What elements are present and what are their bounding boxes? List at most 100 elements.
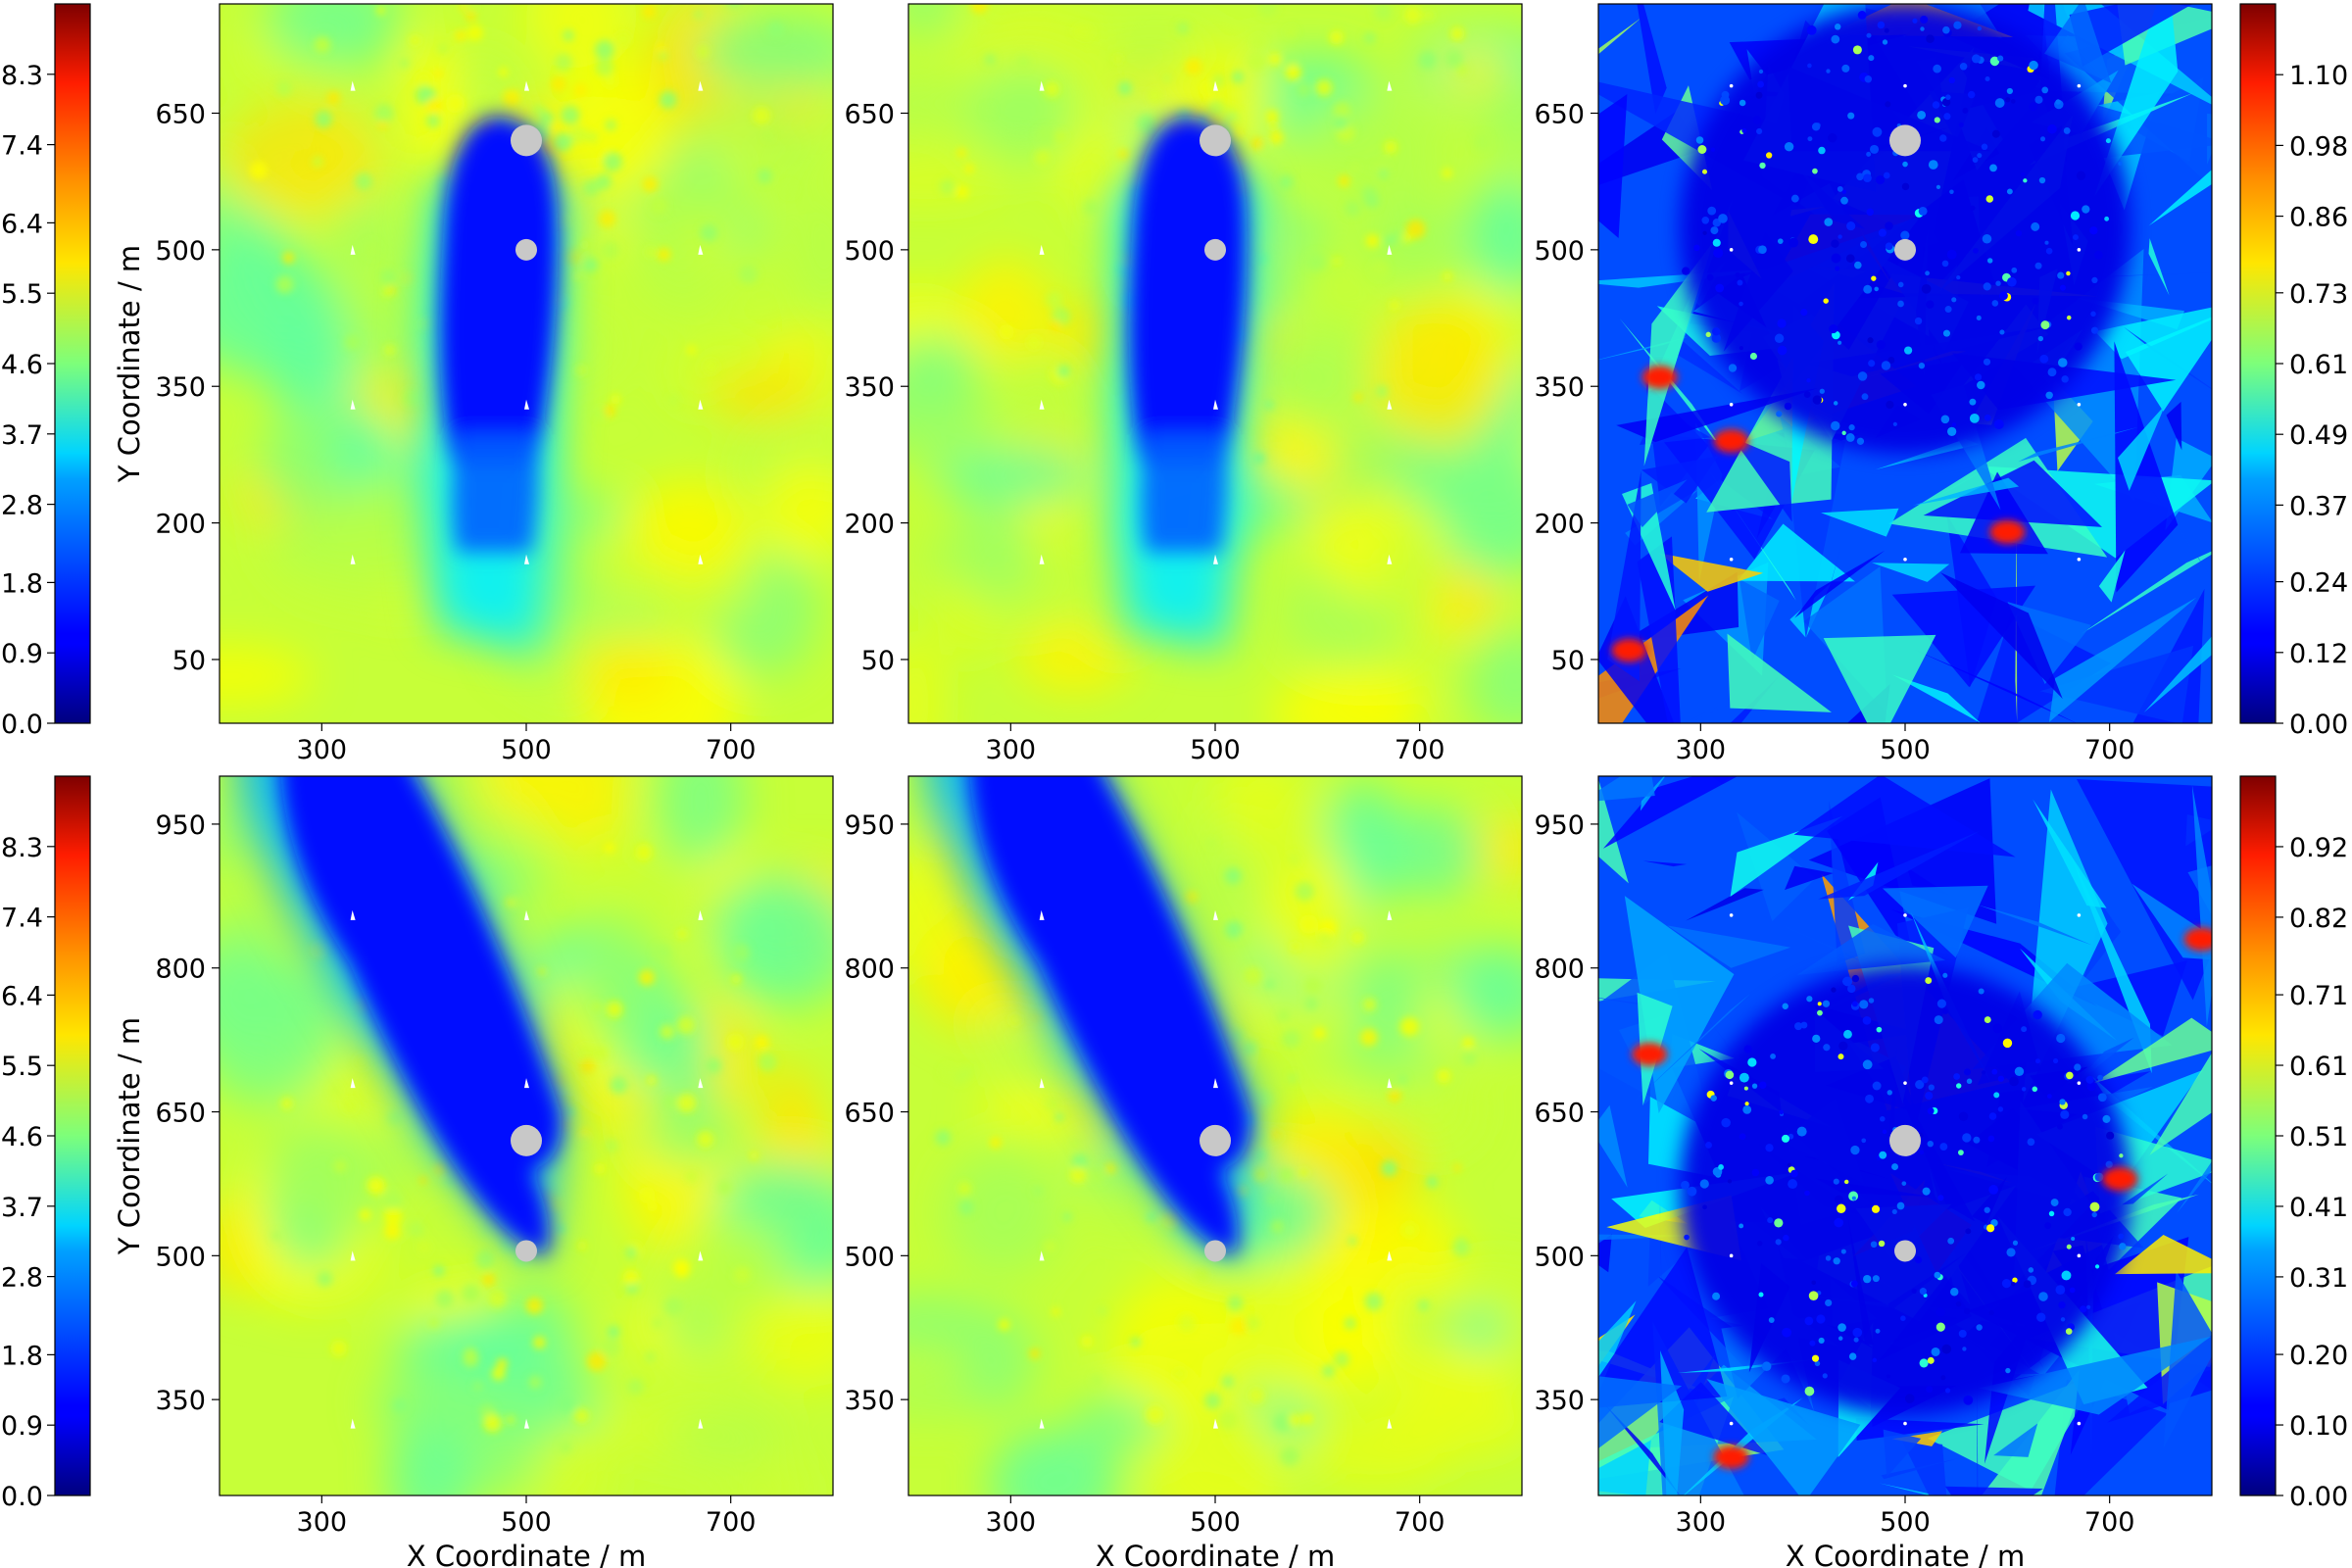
field-patch	[964, 63, 1080, 163]
error-speck	[1808, 234, 1819, 245]
field-speck	[576, 1045, 595, 1063]
field-speck	[591, 1002, 603, 1012]
field-patch	[1269, 669, 1429, 723]
field-speck	[1348, 1237, 1357, 1246]
field-speck	[1027, 335, 1041, 350]
error-hotspot	[1642, 365, 1678, 389]
error-triangle	[2083, 906, 2122, 980]
field-speck	[659, 51, 667, 61]
field-speck	[354, 1054, 370, 1070]
field-speck	[1278, 1167, 1294, 1183]
error-speck	[1848, 424, 1855, 431]
error-speck	[1857, 371, 1868, 381]
error-speck	[1914, 317, 1923, 325]
error-speck	[2065, 1328, 2073, 1335]
y-tick-label: 50	[861, 646, 895, 676]
error-speck	[1806, 996, 1813, 1003]
colorbar-tick-label: 0.12	[2289, 639, 2348, 669]
colorbar-tick-label: 7.4	[1, 904, 43, 934]
error-speck	[1880, 1115, 1886, 1122]
error-speck	[1942, 329, 1950, 337]
x-axis-label: X Coordinate / m	[1096, 1540, 1336, 1568]
field-speck	[1398, 1075, 1407, 1084]
field-patch	[908, 4, 956, 34]
error-speck	[1973, 247, 1979, 254]
error-speck	[2012, 1240, 2019, 1246]
error-speck	[1926, 34, 1935, 43]
wake-inner	[439, 116, 559, 553]
x-tick-label: 700	[2084, 1507, 2135, 1538]
field-speck	[425, 114, 441, 128]
error-speck	[1804, 1316, 1814, 1326]
error-speck	[2040, 320, 2050, 330]
error-speck	[1915, 1079, 1925, 1090]
field-speck	[499, 68, 509, 77]
error-triangle	[2149, 1053, 2212, 1155]
field-speck	[1224, 920, 1244, 939]
error-speck	[1811, 122, 1821, 131]
field-speck	[1350, 930, 1365, 945]
field-speck	[275, 79, 293, 97]
turbine-marker	[1039, 80, 1045, 91]
error-speck	[1757, 80, 1765, 88]
turbine-marker	[1729, 557, 1734, 562]
error-speck	[1986, 258, 1993, 264]
field-speck	[1206, 839, 1216, 848]
error-speck	[1702, 1204, 1707, 1210]
error-speck	[1854, 261, 1862, 270]
error-speck	[1774, 333, 1785, 344]
error-speck	[1739, 346, 1743, 351]
turbine-marker	[2077, 403, 2082, 407]
obstacle-disc	[1894, 238, 1916, 261]
turbine-marker	[1903, 403, 1907, 407]
error-speck	[2028, 1267, 2034, 1273]
error-triangle	[2033, 799, 2107, 908]
error-speck	[1841, 189, 1846, 194]
error-speck	[1885, 221, 1893, 230]
error-speck	[1707, 206, 1717, 216]
field-speck	[525, 1297, 544, 1315]
error-triangle	[2098, 550, 2126, 603]
error-triangle	[1793, 776, 2016, 858]
field-speck	[1044, 1240, 1056, 1253]
error-speck	[1710, 1095, 1717, 1102]
error-speck	[1701, 169, 1708, 174]
error-triangle	[2018, 426, 2139, 463]
error-speck	[1718, 214, 1728, 223]
field-speck	[554, 132, 573, 152]
error-speck	[2033, 1009, 2042, 1020]
x-tick-label: 700	[1395, 735, 1446, 765]
error-speck	[1840, 196, 1848, 205]
field-speck	[1243, 965, 1262, 986]
y-tick-label: 200	[1534, 510, 1585, 540]
error-speck	[1883, 172, 1890, 179]
field-speck	[1248, 1387, 1264, 1404]
error-speck	[2044, 1222, 2052, 1230]
field-speck	[1304, 997, 1318, 1010]
error-speck	[1693, 244, 1700, 252]
error-speck	[2069, 1287, 2076, 1294]
error-speck	[2063, 126, 2071, 134]
error-speck	[1874, 286, 1879, 292]
error-triangle	[1737, 523, 1855, 582]
field-speck	[1405, 219, 1426, 239]
heatmap-field	[220, 4, 833, 723]
field-speck	[1402, 232, 1412, 243]
field-speck	[1473, 133, 1492, 151]
error-speck	[1710, 147, 1716, 152]
field-speck	[384, 344, 397, 357]
x-tick-label: 300	[297, 1507, 348, 1538]
error-speck	[1720, 95, 1731, 106]
turbine-marker	[524, 399, 529, 410]
error-speck	[1974, 373, 1983, 381]
colorbar-tick-label: 8.3	[1, 833, 43, 863]
error-speck	[1765, 1144, 1774, 1152]
y-tick-label: 800	[844, 955, 895, 985]
error-speck	[1991, 129, 2000, 138]
field-speck	[557, 1396, 574, 1413]
error-speck	[1850, 1145, 1860, 1155]
error-speck	[2086, 1304, 2091, 1309]
error-speck	[1885, 101, 1891, 108]
turbine-marker	[1729, 1421, 1734, 1426]
y-tick-label: 650	[844, 1099, 895, 1129]
